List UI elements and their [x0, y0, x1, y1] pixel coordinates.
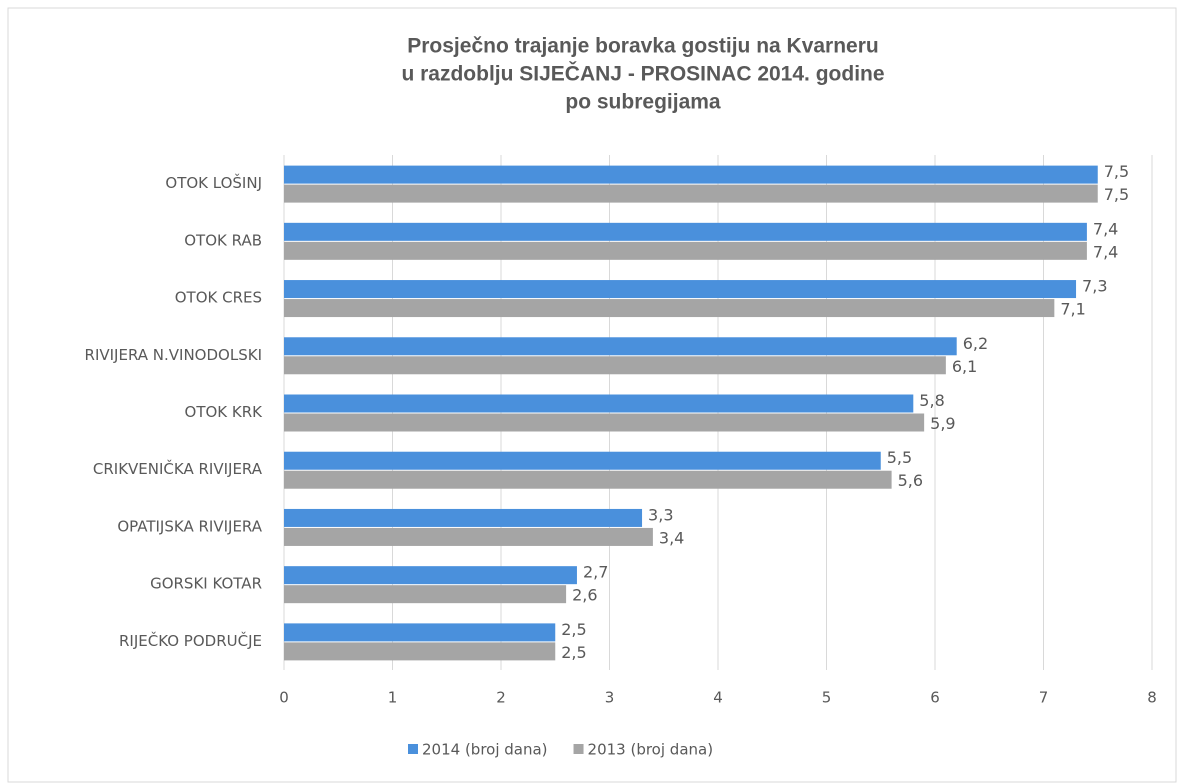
bar — [284, 585, 567, 604]
data-label: 5,8 — [919, 391, 944, 410]
bar — [284, 508, 643, 527]
data-label: 2,5 — [561, 620, 586, 639]
data-label: 6,2 — [963, 334, 988, 353]
bar — [284, 222, 1087, 241]
data-label: 5,9 — [930, 414, 955, 433]
bar — [284, 356, 946, 375]
bar — [284, 451, 881, 470]
chart-title: Prosječno trajanje boravka gostiju na Kv… — [407, 35, 879, 58]
data-label: 7,5 — [1104, 162, 1129, 181]
x-tick-label: 6 — [930, 689, 940, 707]
bar — [284, 413, 925, 432]
bar — [284, 299, 1055, 318]
y-tick-label: CRIKVENIČKA RIVIJERA — [93, 459, 263, 478]
y-tick-label: RIJEČKO PODRUČJE — [119, 631, 262, 650]
bar — [284, 165, 1098, 184]
bar — [284, 394, 914, 413]
x-tick-label: 8 — [1147, 689, 1157, 707]
y-tick-label: GORSKI KOTAR — [150, 575, 262, 593]
legend-swatch — [573, 744, 584, 754]
chart-title: po subregijama — [565, 91, 721, 114]
bar — [284, 280, 1077, 299]
x-tick-label: 3 — [605, 689, 615, 707]
y-tick-label: OTOK KRK — [185, 403, 264, 421]
data-label: 7,4 — [1093, 219, 1118, 238]
bar — [284, 470, 892, 489]
data-label: 6,1 — [952, 357, 977, 376]
x-tick-label: 0 — [279, 689, 289, 707]
data-label: 2,7 — [583, 563, 608, 582]
data-label: 7,5 — [1104, 185, 1129, 204]
data-label: 7,1 — [1060, 300, 1085, 319]
bar — [284, 527, 653, 546]
y-tick-label: OTOK RAB — [184, 231, 262, 249]
legend-label: 2014 (broj dana) — [422, 741, 548, 759]
x-tick-label: 5 — [822, 689, 832, 707]
legend-label: 2013 (broj dana) — [588, 741, 714, 759]
y-tick-label: OTOK LOŠINJ — [165, 173, 262, 192]
legend-swatch — [408, 744, 418, 754]
data-label: 7,4 — [1093, 242, 1118, 261]
data-label: 5,5 — [887, 448, 912, 467]
x-tick-label: 7 — [1039, 689, 1049, 707]
bar — [284, 241, 1087, 260]
data-label: 2,6 — [572, 586, 597, 605]
data-label: 5,6 — [898, 471, 923, 490]
data-label: 3,4 — [659, 528, 684, 547]
data-label: 3,3 — [648, 505, 673, 524]
y-tick-label: OPATIJSKA RIVIJERA — [117, 517, 262, 535]
data-label: 7,3 — [1082, 277, 1107, 296]
data-label: 2,5 — [561, 643, 586, 662]
y-tick-label: RIVIJERA N.VINODOLSKI — [85, 346, 262, 364]
bar — [284, 642, 556, 661]
bar — [284, 184, 1098, 203]
x-tick-label: 2 — [496, 689, 506, 707]
y-tick-label: OTOK CRES — [175, 289, 262, 307]
bar — [284, 623, 556, 642]
x-tick-label: 1 — [388, 689, 398, 707]
chart-title: u razdoblju SIJEČANJ - PROSINAC 2014. go… — [401, 62, 884, 86]
x-tick-label: 4 — [713, 689, 723, 707]
bar — [284, 337, 957, 356]
bar — [284, 566, 577, 585]
